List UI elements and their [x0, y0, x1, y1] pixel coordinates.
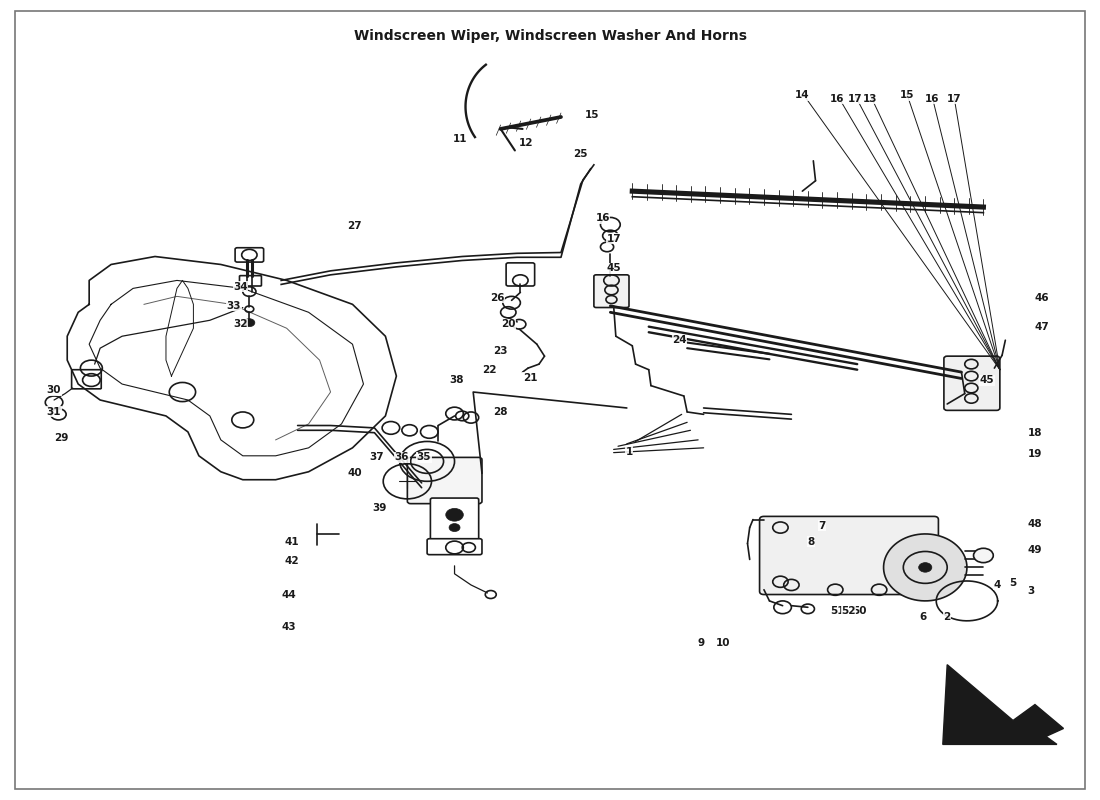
Text: 34: 34: [233, 282, 248, 292]
FancyBboxPatch shape: [427, 538, 482, 554]
Text: 29: 29: [55, 434, 69, 443]
Text: 26: 26: [491, 293, 505, 303]
Text: 44: 44: [282, 590, 296, 600]
Text: 13: 13: [864, 94, 878, 104]
Text: 48: 48: [1027, 518, 1043, 529]
Text: 10: 10: [716, 638, 730, 648]
Text: 14: 14: [795, 90, 810, 101]
FancyBboxPatch shape: [235, 248, 264, 262]
Text: 35: 35: [417, 452, 431, 462]
Text: 21: 21: [522, 373, 538, 382]
Circle shape: [918, 562, 932, 572]
FancyBboxPatch shape: [72, 370, 101, 389]
Text: 33: 33: [227, 301, 241, 311]
Circle shape: [244, 318, 255, 326]
Text: 17: 17: [848, 94, 862, 104]
Text: 18: 18: [1027, 429, 1042, 438]
Text: 23: 23: [494, 346, 508, 355]
Text: 42: 42: [285, 556, 299, 566]
Text: Windscreen Wiper, Windscreen Washer And Horns: Windscreen Wiper, Windscreen Washer And …: [353, 30, 747, 43]
Text: 15: 15: [584, 110, 598, 119]
Polygon shape: [883, 534, 967, 601]
Text: 5: 5: [1010, 578, 1016, 588]
FancyBboxPatch shape: [407, 458, 482, 504]
Text: 16: 16: [830, 94, 845, 104]
Text: 40: 40: [348, 468, 362, 478]
Text: 50: 50: [852, 606, 867, 616]
Text: 45: 45: [606, 263, 621, 274]
FancyBboxPatch shape: [506, 263, 535, 286]
Text: 1: 1: [626, 447, 632, 457]
Text: 6: 6: [920, 612, 926, 622]
Text: 2: 2: [944, 612, 950, 622]
Text: 8: 8: [807, 537, 815, 547]
Text: 52: 52: [842, 606, 856, 616]
FancyBboxPatch shape: [430, 498, 478, 542]
Text: 9: 9: [697, 638, 705, 648]
Text: 3: 3: [1027, 586, 1034, 596]
Text: 17: 17: [606, 234, 621, 244]
Text: 20: 20: [502, 319, 516, 330]
Text: 15: 15: [900, 90, 914, 101]
Circle shape: [449, 523, 460, 531]
Text: 7: 7: [818, 521, 826, 531]
Circle shape: [974, 548, 993, 562]
Text: 31: 31: [47, 407, 62, 417]
FancyBboxPatch shape: [944, 356, 1000, 410]
Text: 12: 12: [518, 138, 534, 148]
Text: 43: 43: [282, 622, 296, 632]
Circle shape: [446, 509, 463, 521]
Text: 39: 39: [373, 502, 387, 513]
Text: 17: 17: [946, 94, 961, 104]
Text: 37: 37: [370, 452, 384, 462]
Text: 38: 38: [450, 375, 464, 385]
Text: 22: 22: [483, 365, 497, 374]
Text: 36: 36: [395, 452, 409, 462]
Text: 47: 47: [1034, 322, 1049, 332]
Text: 24: 24: [672, 335, 686, 346]
Text: 16: 16: [925, 94, 939, 104]
Text: 49: 49: [1027, 545, 1042, 555]
FancyBboxPatch shape: [760, 516, 938, 594]
Text: 45: 45: [979, 375, 994, 385]
Text: 51: 51: [830, 606, 845, 616]
Text: 25: 25: [573, 150, 588, 159]
Text: 32: 32: [233, 319, 248, 330]
Text: 28: 28: [494, 407, 508, 417]
Polygon shape: [943, 665, 1064, 744]
Text: 11: 11: [453, 134, 468, 143]
Text: 46: 46: [1034, 293, 1049, 303]
Text: 16: 16: [595, 214, 609, 223]
Text: 19: 19: [1027, 450, 1042, 459]
Text: 41: 41: [285, 537, 299, 547]
FancyBboxPatch shape: [240, 276, 262, 286]
Text: 30: 30: [47, 386, 62, 395]
Text: 27: 27: [348, 222, 362, 231]
Text: 4: 4: [994, 580, 1001, 590]
FancyBboxPatch shape: [594, 275, 629, 307]
